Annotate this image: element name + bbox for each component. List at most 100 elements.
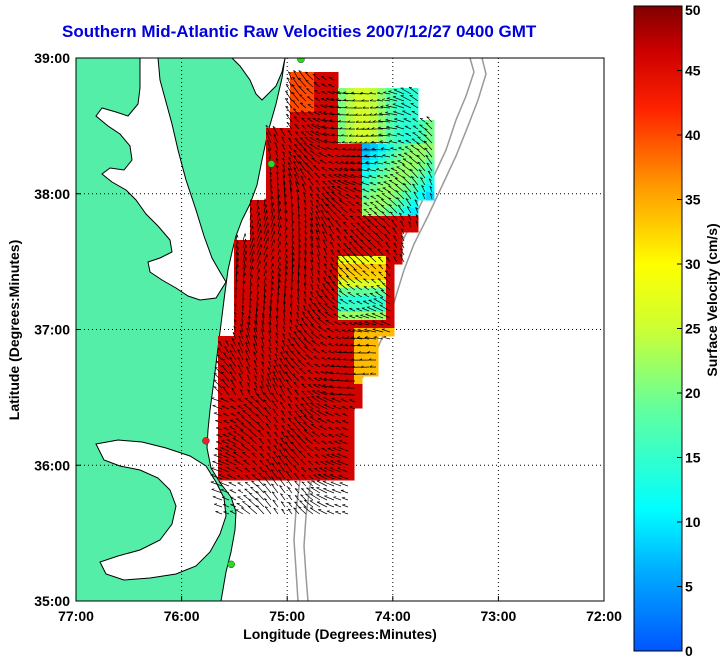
y-tick-label: 39:00	[34, 50, 70, 66]
velocity-cell	[290, 72, 299, 81]
velocity-cell	[306, 200, 315, 209]
velocity-cell	[418, 136, 427, 145]
velocity-cell	[378, 112, 387, 121]
velocity-cell	[402, 160, 411, 169]
velocity-cell	[330, 288, 339, 297]
velocity-cell	[242, 288, 251, 297]
velocity-cell	[346, 248, 355, 257]
velocity-cell	[362, 128, 371, 137]
velocity-cell	[290, 120, 299, 129]
velocity-cell	[338, 312, 347, 321]
velocity-cell	[218, 416, 227, 425]
velocity-cell	[330, 344, 339, 353]
velocity-cell	[386, 264, 395, 273]
velocity-cell	[346, 288, 355, 297]
velocity-cell	[370, 280, 379, 289]
velocity-cell	[338, 328, 347, 337]
velocity-cell	[314, 80, 323, 89]
velocity-cell	[418, 184, 427, 193]
velocity-cell	[410, 128, 419, 137]
velocity-cell	[266, 176, 275, 185]
velocity-cell	[314, 424, 323, 433]
velocity-cell	[250, 208, 259, 217]
velocity-cell	[346, 368, 355, 377]
velocity-cell	[258, 376, 267, 385]
plot-area	[76, 58, 604, 601]
velocity-cell	[298, 336, 307, 345]
velocity-cell	[386, 296, 395, 305]
velocity-cell	[322, 184, 331, 193]
velocity-cell	[274, 144, 283, 153]
velocity-cell	[266, 216, 275, 225]
velocity-cell	[282, 384, 291, 393]
velocity-cell	[282, 448, 291, 457]
velocity-cell	[354, 400, 363, 409]
velocity-cell	[282, 160, 291, 169]
velocity-cell	[290, 200, 299, 209]
velocity-cell	[346, 168, 355, 177]
velocity-cell	[394, 160, 403, 169]
velocity-cell	[410, 184, 419, 193]
velocity-cell	[274, 448, 283, 457]
velocity-cell	[386, 200, 395, 209]
velocity-cell	[394, 224, 403, 233]
velocity-cell	[338, 104, 347, 113]
velocity-cell	[322, 448, 331, 457]
velocity-cell	[410, 192, 419, 201]
velocity-cell	[378, 232, 387, 241]
velocity-cell	[306, 288, 315, 297]
velocity-cell	[290, 112, 299, 121]
velocity-cell	[290, 272, 299, 281]
velocity-cell	[282, 320, 291, 329]
velocity-cell	[226, 424, 235, 433]
velocity-cell	[282, 352, 291, 361]
velocity-cell	[338, 352, 347, 361]
velocity-cell	[250, 424, 259, 433]
velocity-cell	[306, 312, 315, 321]
velocity-cell	[242, 456, 251, 465]
velocity-cell	[314, 120, 323, 129]
velocity-cell	[354, 168, 363, 177]
velocity-cell	[362, 256, 371, 265]
velocity-cell	[410, 96, 419, 105]
velocity-cell	[386, 104, 395, 113]
velocity-cell	[370, 208, 379, 217]
x-tick-label: 73:00	[480, 608, 516, 624]
velocity-cell	[250, 456, 259, 465]
velocity-cell	[290, 224, 299, 233]
y-tick-label: 35:00	[34, 593, 70, 609]
velocity-cell	[250, 304, 259, 313]
velocity-cell	[402, 112, 411, 121]
velocity-cell	[346, 184, 355, 193]
velocity-cell	[298, 392, 307, 401]
velocity-cell	[282, 280, 291, 289]
velocity-cell	[282, 296, 291, 305]
velocity-cell	[242, 336, 251, 345]
velocity-cell	[290, 368, 299, 377]
velocity-cell	[338, 144, 347, 153]
velocity-cell	[354, 176, 363, 185]
velocity-cell	[378, 248, 387, 257]
velocity-cell	[330, 360, 339, 369]
velocity-cell	[322, 112, 331, 121]
velocity-cell	[218, 432, 227, 441]
velocity-cell	[338, 336, 347, 345]
velocity-cell	[314, 368, 323, 377]
velocity-cell	[338, 200, 347, 209]
velocity-cell	[386, 136, 395, 145]
velocity-cell	[370, 296, 379, 305]
velocity-cell	[330, 200, 339, 209]
velocity-cell	[242, 240, 251, 249]
velocity-cell	[274, 152, 283, 161]
velocity-cell	[274, 344, 283, 353]
velocity-cell	[370, 192, 379, 201]
velocity-cell	[242, 448, 251, 457]
velocity-cell	[314, 304, 323, 313]
velocity-cell	[298, 224, 307, 233]
velocity-cell	[234, 264, 243, 273]
velocity-cell	[306, 272, 315, 281]
velocity-cell	[298, 216, 307, 225]
velocity-cell	[394, 144, 403, 153]
velocity-cell	[314, 72, 323, 81]
